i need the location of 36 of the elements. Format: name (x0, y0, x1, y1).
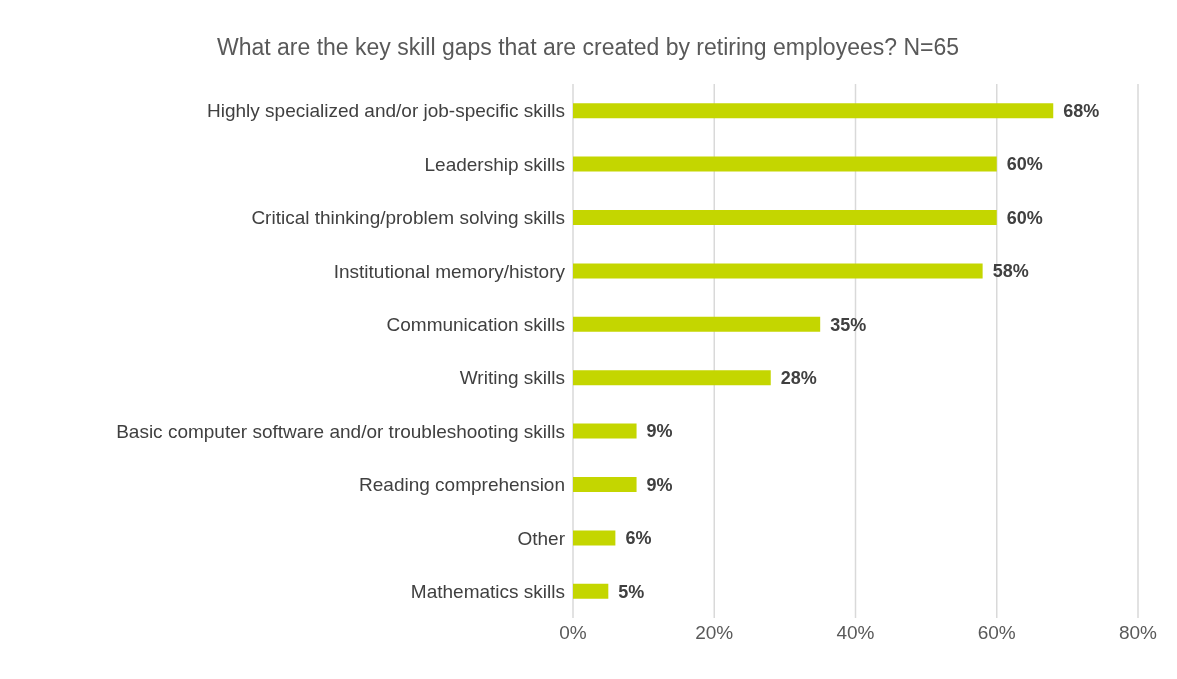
data-label: 9% (646, 421, 673, 442)
x-tick-label: 60% (977, 622, 1016, 644)
data-label: 9% (646, 474, 673, 495)
y-tick-label: Critical thinking/problem solving skills (251, 207, 565, 229)
data-label: 6% (625, 528, 652, 549)
y-tick-label: Highly specialized and/or job-specific skills (207, 100, 565, 122)
chart-title: What are the key skill gaps that are created by retiring employees? N=65 (215, 33, 961, 62)
bar (573, 530, 616, 546)
y-tick-label: Communication skills (386, 314, 565, 336)
bar (573, 423, 637, 439)
y-tick-label: Institutional memory/history (333, 260, 566, 282)
bar (573, 103, 1054, 119)
x-tick-label: 40% (836, 622, 875, 644)
y-tick-label: Mathematics skills (410, 581, 565, 603)
y-tick-label: Reading comprehension (359, 474, 565, 496)
bar (573, 370, 771, 386)
data-label: 60% (1006, 154, 1043, 175)
x-tick-label: 80% (1118, 622, 1158, 644)
x-tick-label: 20% (695, 622, 734, 644)
data-label: 35% (830, 314, 867, 335)
bar (573, 156, 997, 172)
data-label: 58% (992, 261, 1029, 282)
bar (573, 477, 637, 493)
bar (573, 316, 821, 332)
data-label: 5% (618, 581, 645, 602)
bar (573, 210, 997, 226)
data-label: 28% (780, 368, 817, 389)
x-tick-label: 0% (559, 622, 587, 644)
y-tick-label: Other (517, 527, 566, 549)
bar (573, 583, 609, 599)
data-label: 60% (1006, 207, 1043, 228)
data-label: 68% (1063, 101, 1100, 122)
bar (573, 263, 983, 279)
y-tick-label: Leadership skills (424, 153, 565, 175)
y-tick-label: Writing skills (459, 367, 565, 389)
y-tick-label: Basic computer software and/or troubleshooting skills (116, 420, 565, 442)
